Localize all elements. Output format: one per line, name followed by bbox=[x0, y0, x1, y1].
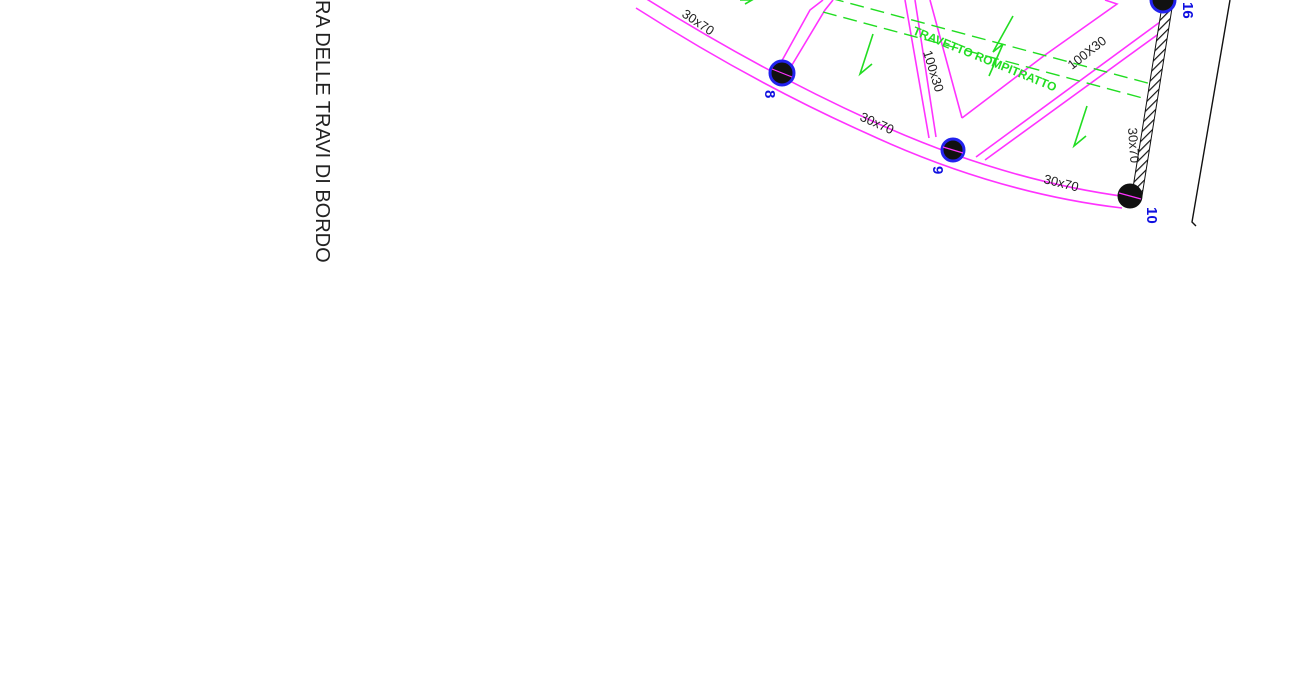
beam-label: 30x70 bbox=[858, 109, 896, 137]
rompitratto-joist bbox=[822, 0, 1156, 101]
beam-label: 30x70 bbox=[679, 6, 717, 38]
column-8 bbox=[768, 59, 796, 87]
beam-label: 30x70 bbox=[1125, 127, 1142, 163]
node-label-10: 10 bbox=[1143, 207, 1160, 224]
node-label-16: 16 bbox=[1179, 2, 1196, 19]
boundary-line bbox=[1191, 0, 1231, 227]
column-10 bbox=[1117, 183, 1143, 209]
column-9 bbox=[940, 137, 966, 163]
node-label-9: 9 bbox=[929, 166, 946, 174]
edge-beam bbox=[635, 0, 1129, 209]
internal-beams bbox=[778, 0, 1165, 161]
hatched-wall bbox=[1131, 5, 1173, 197]
drawing-title: RA DELLE TRAVI DI BORDO bbox=[311, 0, 333, 263]
node-label-8: 8 bbox=[761, 90, 778, 98]
beam-label: 100x30 bbox=[920, 48, 947, 93]
load-direction-symbols bbox=[740, 0, 1088, 149]
beam-label: 30x70 bbox=[1042, 171, 1080, 194]
column-16 bbox=[1149, 0, 1177, 14]
